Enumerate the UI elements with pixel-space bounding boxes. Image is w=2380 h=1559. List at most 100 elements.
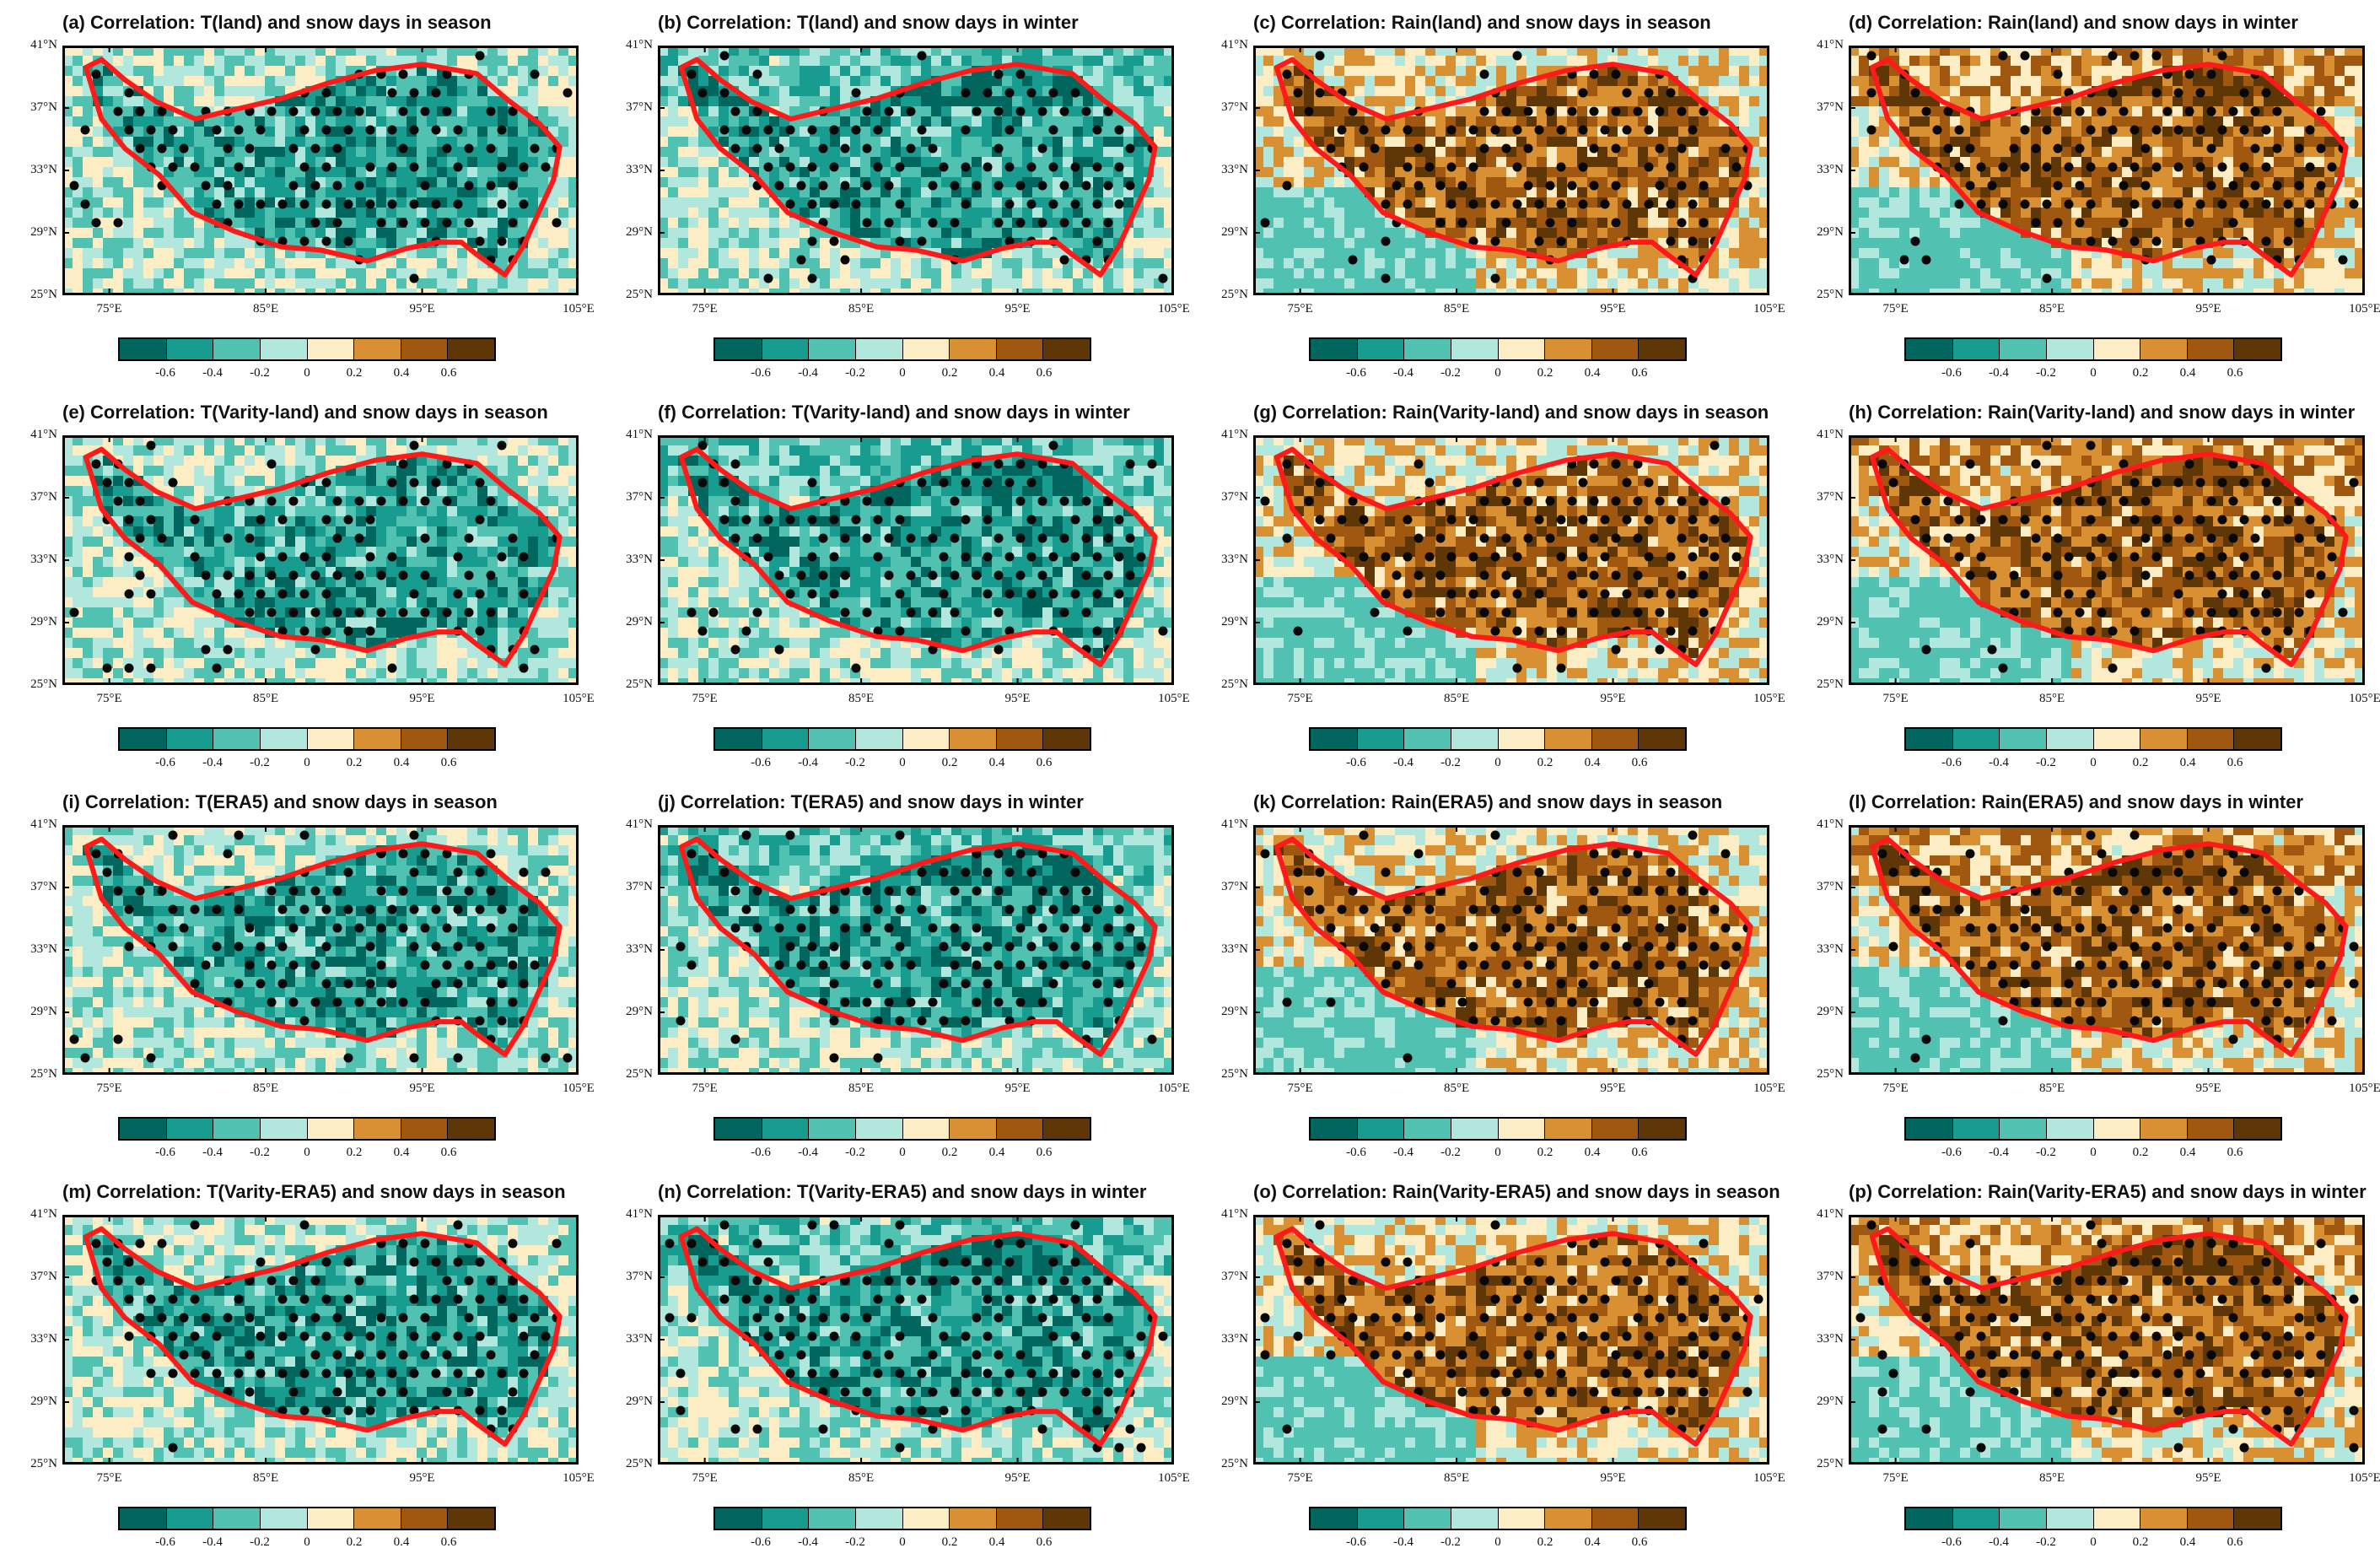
significance-dot	[2184, 459, 2194, 469]
significance-dot	[475, 867, 485, 877]
significance-dot	[442, 1387, 452, 1397]
significance-dot	[1666, 589, 1676, 599]
colorbar-swatch	[1043, 339, 1090, 359]
significance-dot	[884, 570, 894, 580]
significance-dot	[420, 1238, 430, 1249]
significance-dot	[1114, 199, 1124, 209]
significance-dot	[519, 867, 529, 877]
significance-dot	[376, 886, 386, 896]
significance-dot	[431, 904, 441, 914]
significance-dot	[2250, 960, 2260, 970]
significance-dot	[939, 1257, 949, 1267]
colorbar-label: 0	[2068, 1535, 2119, 1550]
significance-dot	[475, 1016, 485, 1026]
significance-dot	[2294, 607, 2304, 618]
lat-label: 37°N	[1191, 490, 1248, 504]
significance-dot	[1004, 162, 1015, 172]
significance-dot	[1589, 533, 1599, 543]
significance-dot	[102, 867, 112, 877]
significance-dot	[939, 589, 949, 599]
significance-dot	[829, 125, 839, 135]
significance-dot	[1381, 1257, 1391, 1267]
significance-dot	[1921, 645, 1931, 655]
significance-dot	[212, 125, 222, 135]
significance-dot	[1578, 552, 1588, 562]
significance-dot	[563, 88, 573, 98]
significance-dot	[2250, 997, 2260, 1007]
significance-dot	[1070, 1368, 1080, 1378]
significance-dot	[993, 218, 1004, 228]
significance-dot	[1337, 1294, 1347, 1304]
significance-dot	[2119, 496, 2129, 506]
significance-dot	[1688, 125, 1698, 135]
significance-dot	[288, 886, 299, 896]
significance-dot	[2195, 88, 2205, 98]
plateau-boundary-line	[1869, 836, 2349, 1057]
significance-dot	[2338, 607, 2348, 618]
significance-dot	[1070, 1331, 1080, 1341]
significance-dot	[1666, 199, 1676, 209]
significance-dot	[2305, 515, 2315, 525]
significance-dot	[972, 886, 982, 896]
colorbar-swatch	[166, 729, 214, 749]
significance-dot	[354, 923, 364, 933]
significance-dot	[475, 51, 485, 61]
colorbar-label: 0	[282, 366, 332, 380]
significance-dot	[1490, 941, 1500, 952]
significance-dot	[288, 607, 299, 618]
colorbar-swatch	[2000, 339, 2047, 359]
significance-dot	[1424, 1331, 1435, 1341]
significance-dot	[2349, 199, 2359, 209]
significance-dot	[2305, 199, 2315, 209]
significance-dot	[2108, 663, 2118, 673]
significance-dot	[1070, 1220, 1080, 1230]
significance-dot	[1512, 162, 1522, 172]
significance-dot	[1998, 515, 2008, 525]
significance-dot	[2151, 125, 2162, 135]
significance-dot	[2119, 218, 2129, 228]
significance-dot	[1534, 199, 1544, 209]
significance-dot	[895, 1405, 905, 1416]
significance-dot	[1403, 552, 1413, 562]
significance-dot	[288, 1313, 299, 1323]
significance-dot	[2283, 236, 2293, 246]
significance-dot	[1315, 477, 1325, 488]
significance-dot	[1004, 626, 1015, 636]
colorbar	[118, 337, 496, 361]
significance-dot	[1392, 923, 1402, 933]
significance-dot	[2151, 1257, 2162, 1267]
lat-label: 33°N	[0, 942, 57, 957]
significance-dot	[983, 88, 993, 98]
significance-dot	[1479, 69, 1489, 79]
significance-dot	[234, 199, 244, 209]
significance-dot	[1589, 849, 1599, 859]
significance-dot	[840, 533, 850, 543]
significance-dot	[2349, 1405, 2359, 1416]
lat-label: 25°N	[595, 1457, 653, 1471]
significance-dot	[1710, 1294, 1720, 1304]
colorbar-swatch	[715, 1119, 762, 1139]
lon-label: 105°E	[545, 1082, 612, 1096]
significance-dot	[1753, 1294, 1763, 1304]
significance-dot	[1158, 273, 1168, 283]
map-area	[62, 45, 579, 299]
significance-dot	[2020, 904, 2030, 914]
significance-dot	[2261, 125, 2271, 135]
colorbar-swatch	[2000, 1119, 2047, 1139]
significance-dot	[1092, 515, 1102, 525]
significance-dot	[1655, 923, 1665, 933]
colorbar-label: 0	[282, 756, 332, 770]
significance-dot	[168, 162, 178, 172]
significance-dot	[332, 886, 342, 896]
lon-label: 85°E	[1423, 1471, 1490, 1486]
significance-dot	[541, 1331, 551, 1341]
significance-dot	[1666, 88, 1676, 98]
significance-dot	[2151, 88, 2162, 98]
colorbar-label: -0.6	[1926, 756, 1977, 770]
significance-dot	[365, 904, 375, 914]
significance-dot	[519, 1294, 529, 1304]
significance-dot	[1059, 1276, 1069, 1286]
colorbar-label: -0.4	[187, 1146, 238, 1160]
lon-label: 95°E	[2175, 1471, 2243, 1486]
significance-dot	[234, 979, 244, 989]
